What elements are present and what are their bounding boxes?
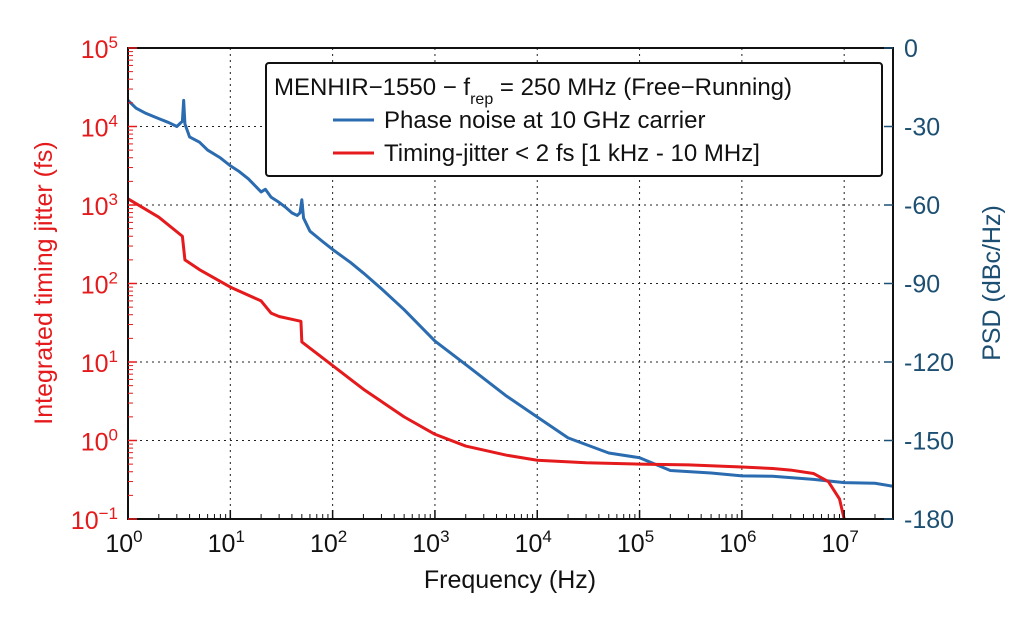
x-tick-label: 105 <box>617 527 654 558</box>
left-tick-label: 100 <box>81 426 118 457</box>
right-tick-label: -180 <box>904 506 954 534</box>
legend-title: MENHIR−1550 − frep = 250 MHz (Free−Runni… <box>274 74 792 108</box>
right-tick-label: -30 <box>904 114 940 142</box>
axis-ticks: 100 101 102 103 104 105 106 10710−1100101102103… <box>71 33 954 558</box>
right-tick-label: 0 <box>904 35 918 63</box>
left-tick-label: 104 <box>81 112 118 143</box>
series-phase-noise-line <box>126 98 894 488</box>
legend-entry-timing-jitter: Timing-jitter < 2 fs [1 kHz - 10 MHz] <box>384 140 760 167</box>
x-tick-label: 101 <box>208 527 245 558</box>
x-tick-label: 107 <box>822 527 859 558</box>
left-tick-label: 101 <box>81 347 118 378</box>
left-tick-label: 10−1 <box>71 504 118 535</box>
right-tick-label: -60 <box>904 192 940 220</box>
left-tick-label: 102 <box>81 269 118 300</box>
right-tick-label: -90 <box>904 271 940 299</box>
x-tick-label: 106 <box>719 527 756 558</box>
legend-entry-phase-noise: Phase noise at 10 GHz carrier <box>384 107 705 134</box>
series-timing-jitter-line <box>127 197 846 520</box>
right-tick-label: -150 <box>904 428 954 456</box>
x-tick-label: 102 <box>310 527 347 558</box>
plot-series <box>126 98 894 520</box>
x-tick-label: 100 <box>105 527 142 558</box>
right-tick-label: -120 <box>904 349 954 377</box>
x-axis-label: Frequency (Hz) <box>424 566 596 594</box>
legend: MENHIR−1550 − frep = 250 MHz (Free−Runni… <box>265 62 883 177</box>
x-tick-label: 104 <box>515 527 552 558</box>
legend-box <box>265 62 883 177</box>
left-tick-label: 103 <box>81 190 118 221</box>
left-tick-label: 105 <box>81 33 118 64</box>
right-axis-label: PSD (dBc/Hz) <box>978 205 1006 361</box>
left-axis-label: Integrated timing jitter (fs) <box>30 141 58 424</box>
x-tick-label: 103 <box>412 527 449 558</box>
